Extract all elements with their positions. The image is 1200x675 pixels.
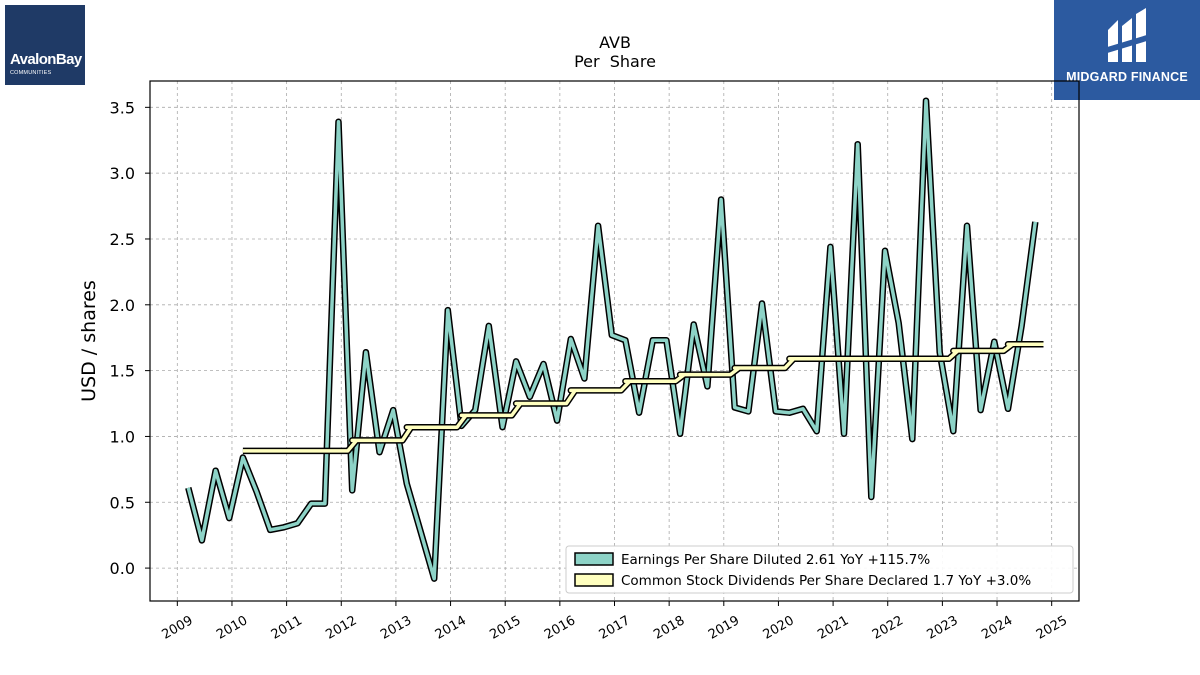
midgard-mark-icon — [1104, 8, 1150, 62]
legend-swatch — [574, 552, 614, 566]
y-tick-label: 3.5 — [110, 98, 135, 117]
y-tick-label: 3.0 — [110, 164, 135, 183]
eps-line-outline — [185, 97, 1039, 582]
chart-title: AVB — [599, 33, 631, 52]
x-tick-label: 2020 — [761, 613, 797, 643]
dividends-line — [242, 342, 1044, 453]
legend-label: Earnings Per Share Diluted 2.61 YoY +115… — [621, 552, 930, 568]
legend-label: Common Stock Dividends Per Share Declare… — [621, 573, 1031, 589]
eps-line — [186, 98, 1038, 581]
series-layer — [185, 97, 1044, 582]
y-tick-label: 2.0 — [110, 296, 135, 315]
x-tick-label: 2023 — [925, 613, 961, 643]
y-axis-label: USD / shares — [78, 280, 100, 402]
legend-swatch — [574, 573, 614, 587]
x-tick-label: 2009 — [159, 613, 195, 643]
x-tick-label: 2021 — [815, 613, 851, 643]
x-tick-label: 2019 — [706, 613, 742, 643]
x-tick-label: 2024 — [979, 613, 1015, 643]
y-tick-label: 1.0 — [110, 427, 135, 446]
x-tick-label: 2016 — [542, 613, 578, 643]
chart-subtitle: Per Share — [574, 52, 656, 71]
logo-name-text: MIDGARD FINANCE — [1066, 70, 1188, 84]
x-tick-label: 2010 — [214, 613, 250, 643]
y-tick-label: 0.5 — [110, 493, 135, 512]
x-tick-label: 2011 — [269, 613, 305, 643]
y-tick-label: 0.0 — [110, 559, 135, 578]
logo-sub-text: COMMUNITIES — [10, 70, 52, 76]
x-tick-label: 2014 — [433, 613, 469, 643]
x-tick-label: 2015 — [487, 613, 523, 643]
x-tick-label: 2013 — [378, 613, 414, 643]
y-tick-label: 1.5 — [110, 362, 135, 381]
midgard-finance-logo: MIDGARD FINANCE — [1054, 0, 1200, 100]
logo-brand-text: AvalonBay — [10, 51, 82, 68]
x-tick-label: 2017 — [597, 613, 633, 643]
avalonbay-logo: AvalonBay COMMUNITIES — [5, 5, 85, 85]
plot-frame — [149, 80, 1080, 602]
x-tick-label: 2012 — [323, 613, 359, 643]
x-tick-label: 2022 — [870, 613, 906, 643]
legend-box — [565, 545, 1074, 594]
x-tick-label: 2018 — [651, 613, 687, 643]
y-tick-label: 2.5 — [110, 230, 135, 249]
x-tick-label: 2025 — [1034, 613, 1070, 643]
legend: Earnings Per Share Diluted 2.61 YoY +115… — [565, 545, 1074, 594]
